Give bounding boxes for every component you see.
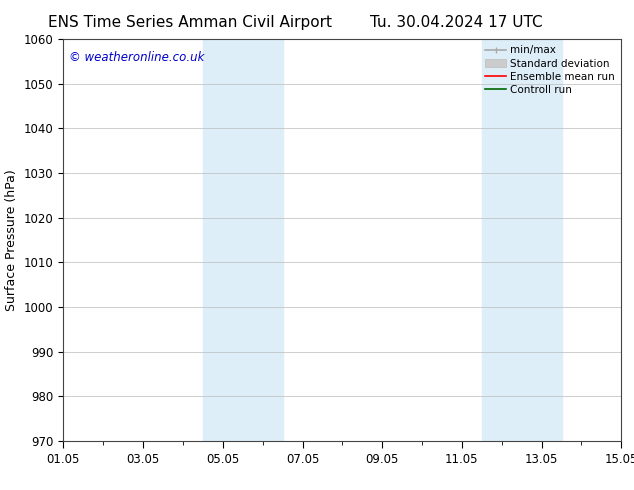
Bar <box>522 39 562 441</box>
Bar <box>203 39 243 441</box>
Legend: min/max, Standard deviation, Ensemble mean run, Controll run: min/max, Standard deviation, Ensemble me… <box>481 41 619 99</box>
Text: ENS Time Series Amman Civil Airport: ENS Time Series Amman Civil Airport <box>48 15 332 30</box>
Text: Tu. 30.04.2024 17 UTC: Tu. 30.04.2024 17 UTC <box>370 15 543 30</box>
Bar <box>243 39 283 441</box>
Text: © weatheronline.co.uk: © weatheronline.co.uk <box>69 51 204 64</box>
Bar <box>482 39 522 441</box>
Y-axis label: Surface Pressure (hPa): Surface Pressure (hPa) <box>5 169 18 311</box>
